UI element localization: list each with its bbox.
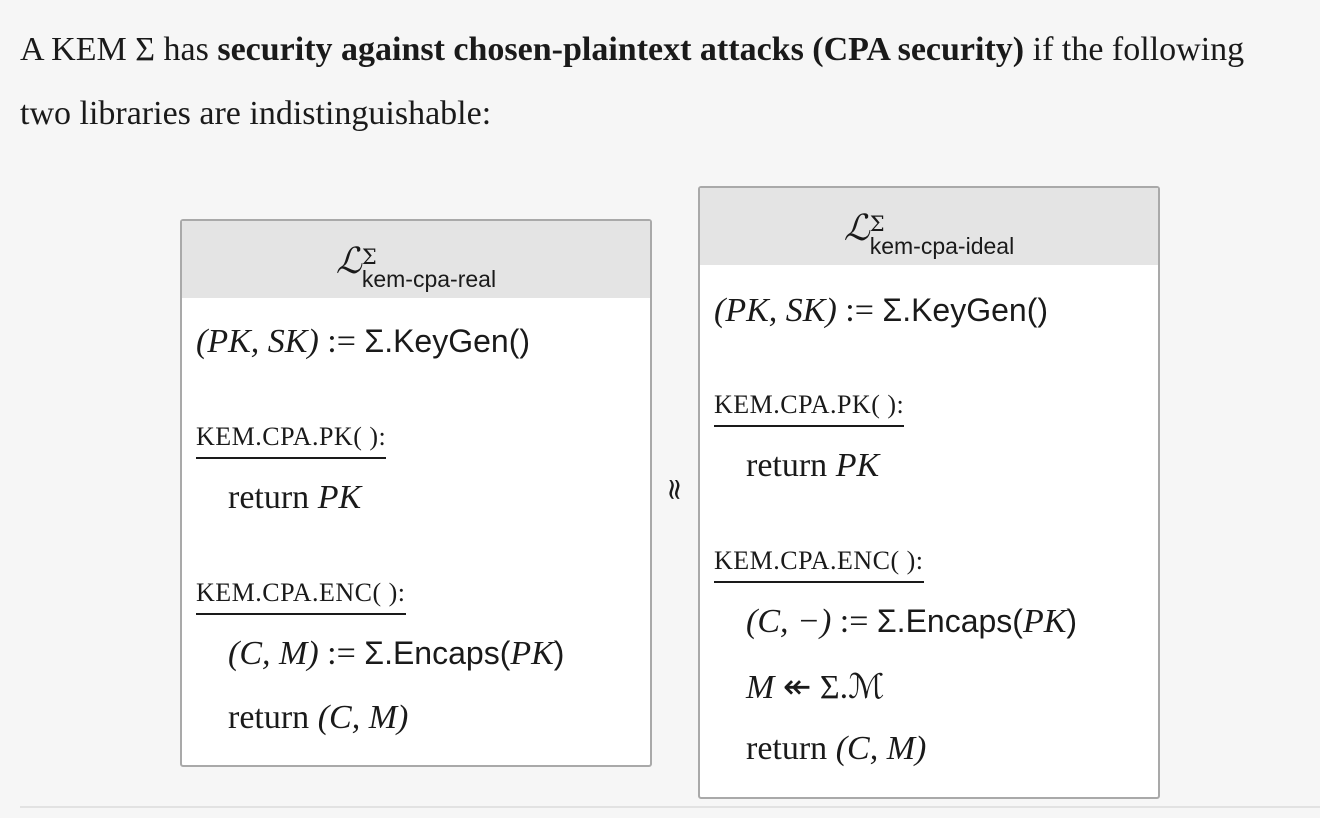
definition-text: A KEM Σ has security against chosen-plai… [20,18,1300,146]
enc-oracle-heading: KEM.CPA.ENC( ): [714,540,924,583]
encaps-line: (C, −) := Σ.Encaps(PK) [746,603,1078,640]
keygen-line: (PK, SK) := Σ.KeyGen() [196,323,531,360]
sample-line: M ↞ Σ.ℳ [746,669,885,706]
library-symbol: ℒ [335,241,362,282]
pk-return-line: return PK [746,447,880,484]
keygen-line: (PK, SK) := Σ.KeyGen() [714,292,1049,329]
library-subscript: kem-cpa-ideal [869,233,1015,259]
indistinguishable-symbol: ≈ [657,476,693,503]
library-subscript: kem-cpa-real [361,266,497,292]
section-divider [20,806,1320,808]
library-superscript: Σ [869,212,885,236]
library-symbol: ℒ [843,208,870,249]
enc-return-line: return (C, M) [228,699,409,736]
intro-prefix: A KEM Σ has [20,31,218,68]
pk-oracle-heading: KEM.CPA.PK( ): [196,416,387,459]
pk-oracle-heading: KEM.CPA.PK( ): [714,384,905,427]
intro-bold-term: security against chosen-plaintext attack… [217,31,1025,68]
encaps-line: (C, M) := Σ.Encaps(PK) [228,635,565,672]
enc-return-line: return (C, M) [746,730,927,767]
intro-suffix: if the following two libraries are indis… [20,31,1245,132]
enc-oracle-heading: KEM.CPA.ENC( ): [196,572,406,615]
pk-return-line: return PK [228,479,362,516]
library-superscript: Σ [361,245,377,269]
